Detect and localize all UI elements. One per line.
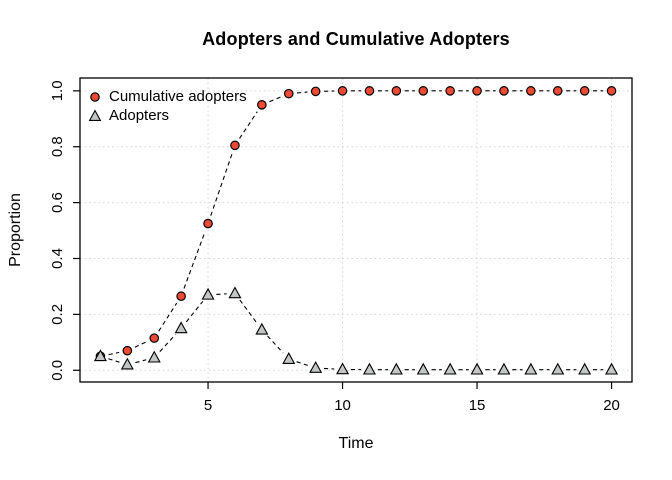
data-point-triangle xyxy=(336,362,350,375)
x-axis-title: Time xyxy=(338,435,374,452)
series-connector-line xyxy=(267,335,284,354)
series-connector-line xyxy=(134,341,147,348)
data-point-triangle xyxy=(93,349,107,362)
data-point-triangle xyxy=(228,286,242,299)
legend-entry-cumulative-adopters: Cumulative adopters xyxy=(88,87,247,106)
data-point-circle xyxy=(283,88,294,99)
x-tick-label: 5 xyxy=(204,397,212,414)
y-tick-label: 0.6 xyxy=(49,192,66,213)
chart-title: Adopters and Cumulative Adopters xyxy=(202,29,510,49)
data-point-triangle xyxy=(362,362,376,375)
data-point-triangle xyxy=(470,362,484,375)
data-point-circle xyxy=(472,86,482,96)
data-point-circle xyxy=(230,140,240,151)
legend-triangle-marker-icon xyxy=(88,108,102,121)
data-point-circle xyxy=(418,86,429,96)
series-connector-line xyxy=(296,361,308,366)
data-point-triangle xyxy=(443,362,457,375)
data-point-triangle xyxy=(605,362,619,375)
series-connector-line xyxy=(323,367,335,370)
data-point-circle xyxy=(364,86,375,96)
series-connector-line xyxy=(269,96,282,103)
series-connector-line xyxy=(108,351,120,356)
data-point-triangle xyxy=(389,362,403,375)
x-tick-label: 10 xyxy=(334,397,351,414)
data-point-circle xyxy=(552,86,563,96)
plot-border xyxy=(79,77,633,383)
data-point-circle xyxy=(337,86,348,96)
data-point-triangle xyxy=(524,362,538,375)
data-point-circle xyxy=(149,333,160,343)
data-point-circle xyxy=(606,86,617,96)
data-point-circle xyxy=(122,345,133,356)
series-connector-line xyxy=(159,334,176,352)
data-point-triangle xyxy=(497,362,511,375)
y-tick-label: 0.4 xyxy=(49,248,66,269)
y-tick-label: 0.2 xyxy=(49,304,66,325)
y-axis-title-text: Proportion xyxy=(7,193,24,267)
data-point-circle xyxy=(203,218,213,229)
y-tick-label: 1.0 xyxy=(49,80,66,101)
series-connector-line xyxy=(239,299,258,324)
data-point-circle xyxy=(257,100,267,110)
data-point-triangle xyxy=(201,287,215,300)
legend: Cumulative adopters Adopters xyxy=(88,87,247,125)
data-point-circle xyxy=(391,86,402,96)
data-point-triangle xyxy=(147,350,161,363)
series-connector-line xyxy=(216,293,227,295)
data-point-triangle xyxy=(120,357,134,370)
x-tick-label: 20 xyxy=(603,397,620,414)
legend-entry-adopters: Adopters xyxy=(88,106,247,125)
data-point-triangle xyxy=(282,352,296,364)
data-point-triangle xyxy=(309,360,323,373)
series-connector-line xyxy=(296,91,308,94)
series-connector-line xyxy=(183,231,206,289)
data-point-circle xyxy=(445,86,455,96)
data-point-circle xyxy=(176,291,186,302)
legend-circle-marker-icon xyxy=(90,91,100,102)
series-connector-line xyxy=(239,111,258,139)
data-point-triangle xyxy=(578,362,592,375)
series-connector-line xyxy=(108,358,120,363)
data-point-circle xyxy=(579,86,590,96)
x-tick-label: 15 xyxy=(469,397,486,414)
legend-label: Adopters xyxy=(109,107,170,124)
legend-label: Cumulative adopters xyxy=(109,88,247,105)
series-connector-line xyxy=(135,359,147,364)
y-tick-label: 0.8 xyxy=(49,136,66,157)
data-point-circle xyxy=(310,86,321,97)
series-connector-line xyxy=(185,300,204,323)
data-point-triangle xyxy=(551,362,565,375)
data-point-circle xyxy=(526,86,536,96)
data-point-triangle xyxy=(255,322,269,335)
data-point-circle xyxy=(499,86,509,96)
data-point-triangle xyxy=(416,362,430,375)
y-tick-label: 0.0 xyxy=(49,360,66,381)
series-connector-line xyxy=(210,153,233,216)
data-point-triangle xyxy=(174,321,188,334)
series-connector-line xyxy=(158,302,178,332)
